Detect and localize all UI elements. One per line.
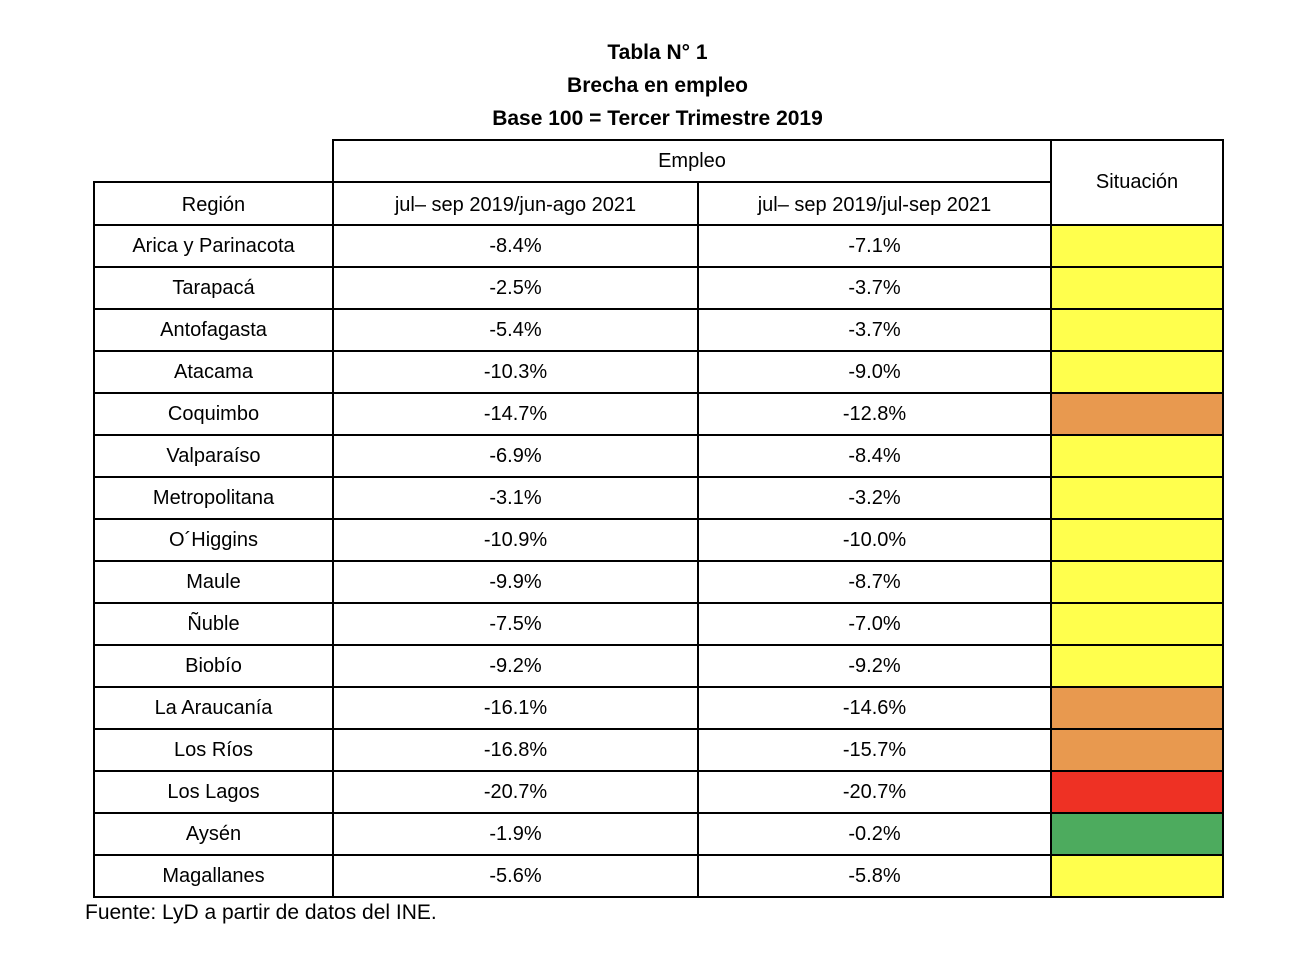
region-cell: Atacama xyxy=(93,350,334,394)
region-cell: Maule xyxy=(93,560,334,604)
situacion-status-cell xyxy=(1050,602,1224,646)
situacion-status-cell xyxy=(1050,770,1224,814)
table-row: Tarapacá -2.5% -3.7% xyxy=(93,266,1224,310)
gap-period2-cell: -8.4% xyxy=(697,434,1052,478)
period1-header-cell: jul– sep 2019/jun-ago 2021 xyxy=(332,181,699,226)
situacion-status-cell xyxy=(1050,644,1224,688)
situacion-status-cell xyxy=(1050,854,1224,898)
gap-period2-cell: -0.2% xyxy=(697,812,1052,856)
table-row: Arica y Parinacota -8.4% -7.1% xyxy=(93,224,1224,268)
gap-period1-cell: -6.9% xyxy=(332,434,699,478)
gap-period2-cell: -15.7% xyxy=(697,728,1052,772)
table-title: Tabla N° 1 Brecha en empleo Base 100 = T… xyxy=(93,36,1222,135)
gap-period1-cell: -16.1% xyxy=(332,686,699,730)
gap-period2-cell: -3.7% xyxy=(697,308,1052,352)
source-note: Fuente: LyD a partir de datos del INE. xyxy=(85,901,437,924)
gap-period1-cell: -9.9% xyxy=(332,560,699,604)
period2-header-cell: jul– sep 2019/jul-sep 2021 xyxy=(697,181,1052,226)
gap-period1-cell: -20.7% xyxy=(332,770,699,814)
situacion-status-cell xyxy=(1050,224,1224,268)
gap-period1-cell: -10.3% xyxy=(332,350,699,394)
gap-period1-cell: -5.4% xyxy=(332,308,699,352)
situacion-status-cell xyxy=(1050,392,1224,436)
region-cell: Coquimbo xyxy=(93,392,334,436)
gap-period2-cell: -10.0% xyxy=(697,518,1052,562)
region-cell: Ñuble xyxy=(93,602,334,646)
gap-period1-cell: -9.2% xyxy=(332,644,699,688)
gap-period2-cell: -7.1% xyxy=(697,224,1052,268)
table-row: O´Higgins -10.9% -10.0% xyxy=(93,518,1224,562)
table-row: Maule -9.9% -8.7% xyxy=(93,560,1224,604)
gap-period2-cell: -9.0% xyxy=(697,350,1052,394)
gap-period2-cell: -9.2% xyxy=(697,644,1052,688)
region-cell: O´Higgins xyxy=(93,518,334,562)
region-cell: Tarapacá xyxy=(93,266,334,310)
region-cell: Magallanes xyxy=(93,854,334,898)
gap-period1-cell: -14.7% xyxy=(332,392,699,436)
gap-period2-cell: -14.6% xyxy=(697,686,1052,730)
gap-period2-cell: -20.7% xyxy=(697,770,1052,814)
situacion-status-cell xyxy=(1050,476,1224,520)
region-cell: Los Ríos xyxy=(93,728,334,772)
gap-period1-cell: -16.8% xyxy=(332,728,699,772)
situacion-status-cell xyxy=(1050,560,1224,604)
region-cell: Biobío xyxy=(93,644,334,688)
table-row: Coquimbo -14.7% -12.8% xyxy=(93,392,1224,436)
table-row: Aysén -1.9% -0.2% xyxy=(93,812,1224,856)
situacion-status-cell xyxy=(1050,308,1224,352)
region-cell: Arica y Parinacota xyxy=(93,224,334,268)
table-row: Biobío -9.2% -9.2% xyxy=(93,644,1224,688)
situacion-status-cell xyxy=(1050,728,1224,772)
region-cell: La Araucanía xyxy=(93,686,334,730)
gap-period1-cell: -8.4% xyxy=(332,224,699,268)
empleo-header-cell: Empleo xyxy=(332,139,1052,183)
corner-empty-cell xyxy=(94,140,333,182)
table-row: Ñuble -7.5% -7.0% xyxy=(93,602,1224,646)
employment-gap-table: Empleo Situación Región jul– sep 2019/ju… xyxy=(93,139,1224,898)
title-line-1: Tabla N° 1 xyxy=(607,41,708,64)
situacion-status-cell xyxy=(1050,434,1224,478)
situacion-status-cell xyxy=(1050,266,1224,310)
region-cell: Antofagasta xyxy=(93,308,334,352)
table-row: Valparaíso -6.9% -8.4% xyxy=(93,434,1224,478)
gap-period1-cell: -2.5% xyxy=(332,266,699,310)
header-row-bottom: Región jul– sep 2019/jun-ago 2021 jul– s… xyxy=(93,181,1223,226)
table-row: Magallanes -5.6% -5.8% xyxy=(93,854,1224,898)
title-line-2: Brecha en empleo xyxy=(567,74,748,97)
gap-period2-cell: -12.8% xyxy=(697,392,1052,436)
gap-period2-cell: -3.7% xyxy=(697,266,1052,310)
table-row: Antofagasta -5.4% -3.7% xyxy=(93,308,1224,352)
table-row: La Araucanía -16.1% -14.6% xyxy=(93,686,1224,730)
region-cell: Los Lagos xyxy=(93,770,334,814)
situacion-header-cell: Situación xyxy=(1050,139,1224,226)
situacion-status-cell xyxy=(1050,686,1224,730)
gap-period2-cell: -7.0% xyxy=(697,602,1052,646)
situacion-status-cell xyxy=(1050,350,1224,394)
gap-period1-cell: -10.9% xyxy=(332,518,699,562)
gap-period2-cell: -8.7% xyxy=(697,560,1052,604)
header-row-top: Empleo Situación xyxy=(94,139,1224,226)
table-row: Los Ríos -16.8% -15.7% xyxy=(93,728,1224,772)
region-cell: Valparaíso xyxy=(93,434,334,478)
gap-period1-cell: -5.6% xyxy=(332,854,699,898)
table-row: Los Lagos -20.7% -20.7% xyxy=(93,770,1224,814)
gap-period1-cell: -3.1% xyxy=(332,476,699,520)
table-row: Metropolitana -3.1% -3.2% xyxy=(93,476,1224,520)
gap-period1-cell: -1.9% xyxy=(332,812,699,856)
title-line-3: Base 100 = Tercer Trimestre 2019 xyxy=(492,107,823,130)
situacion-status-cell xyxy=(1050,812,1224,856)
region-cell: Metropolitana xyxy=(93,476,334,520)
situacion-status-cell xyxy=(1050,518,1224,562)
gap-period2-cell: -5.8% xyxy=(697,854,1052,898)
table-row: Atacama -10.3% -9.0% xyxy=(93,350,1224,394)
gap-period1-cell: -7.5% xyxy=(332,602,699,646)
gap-period2-cell: -3.2% xyxy=(697,476,1052,520)
region-header-cell: Región xyxy=(93,181,334,226)
region-cell: Aysén xyxy=(93,812,334,856)
